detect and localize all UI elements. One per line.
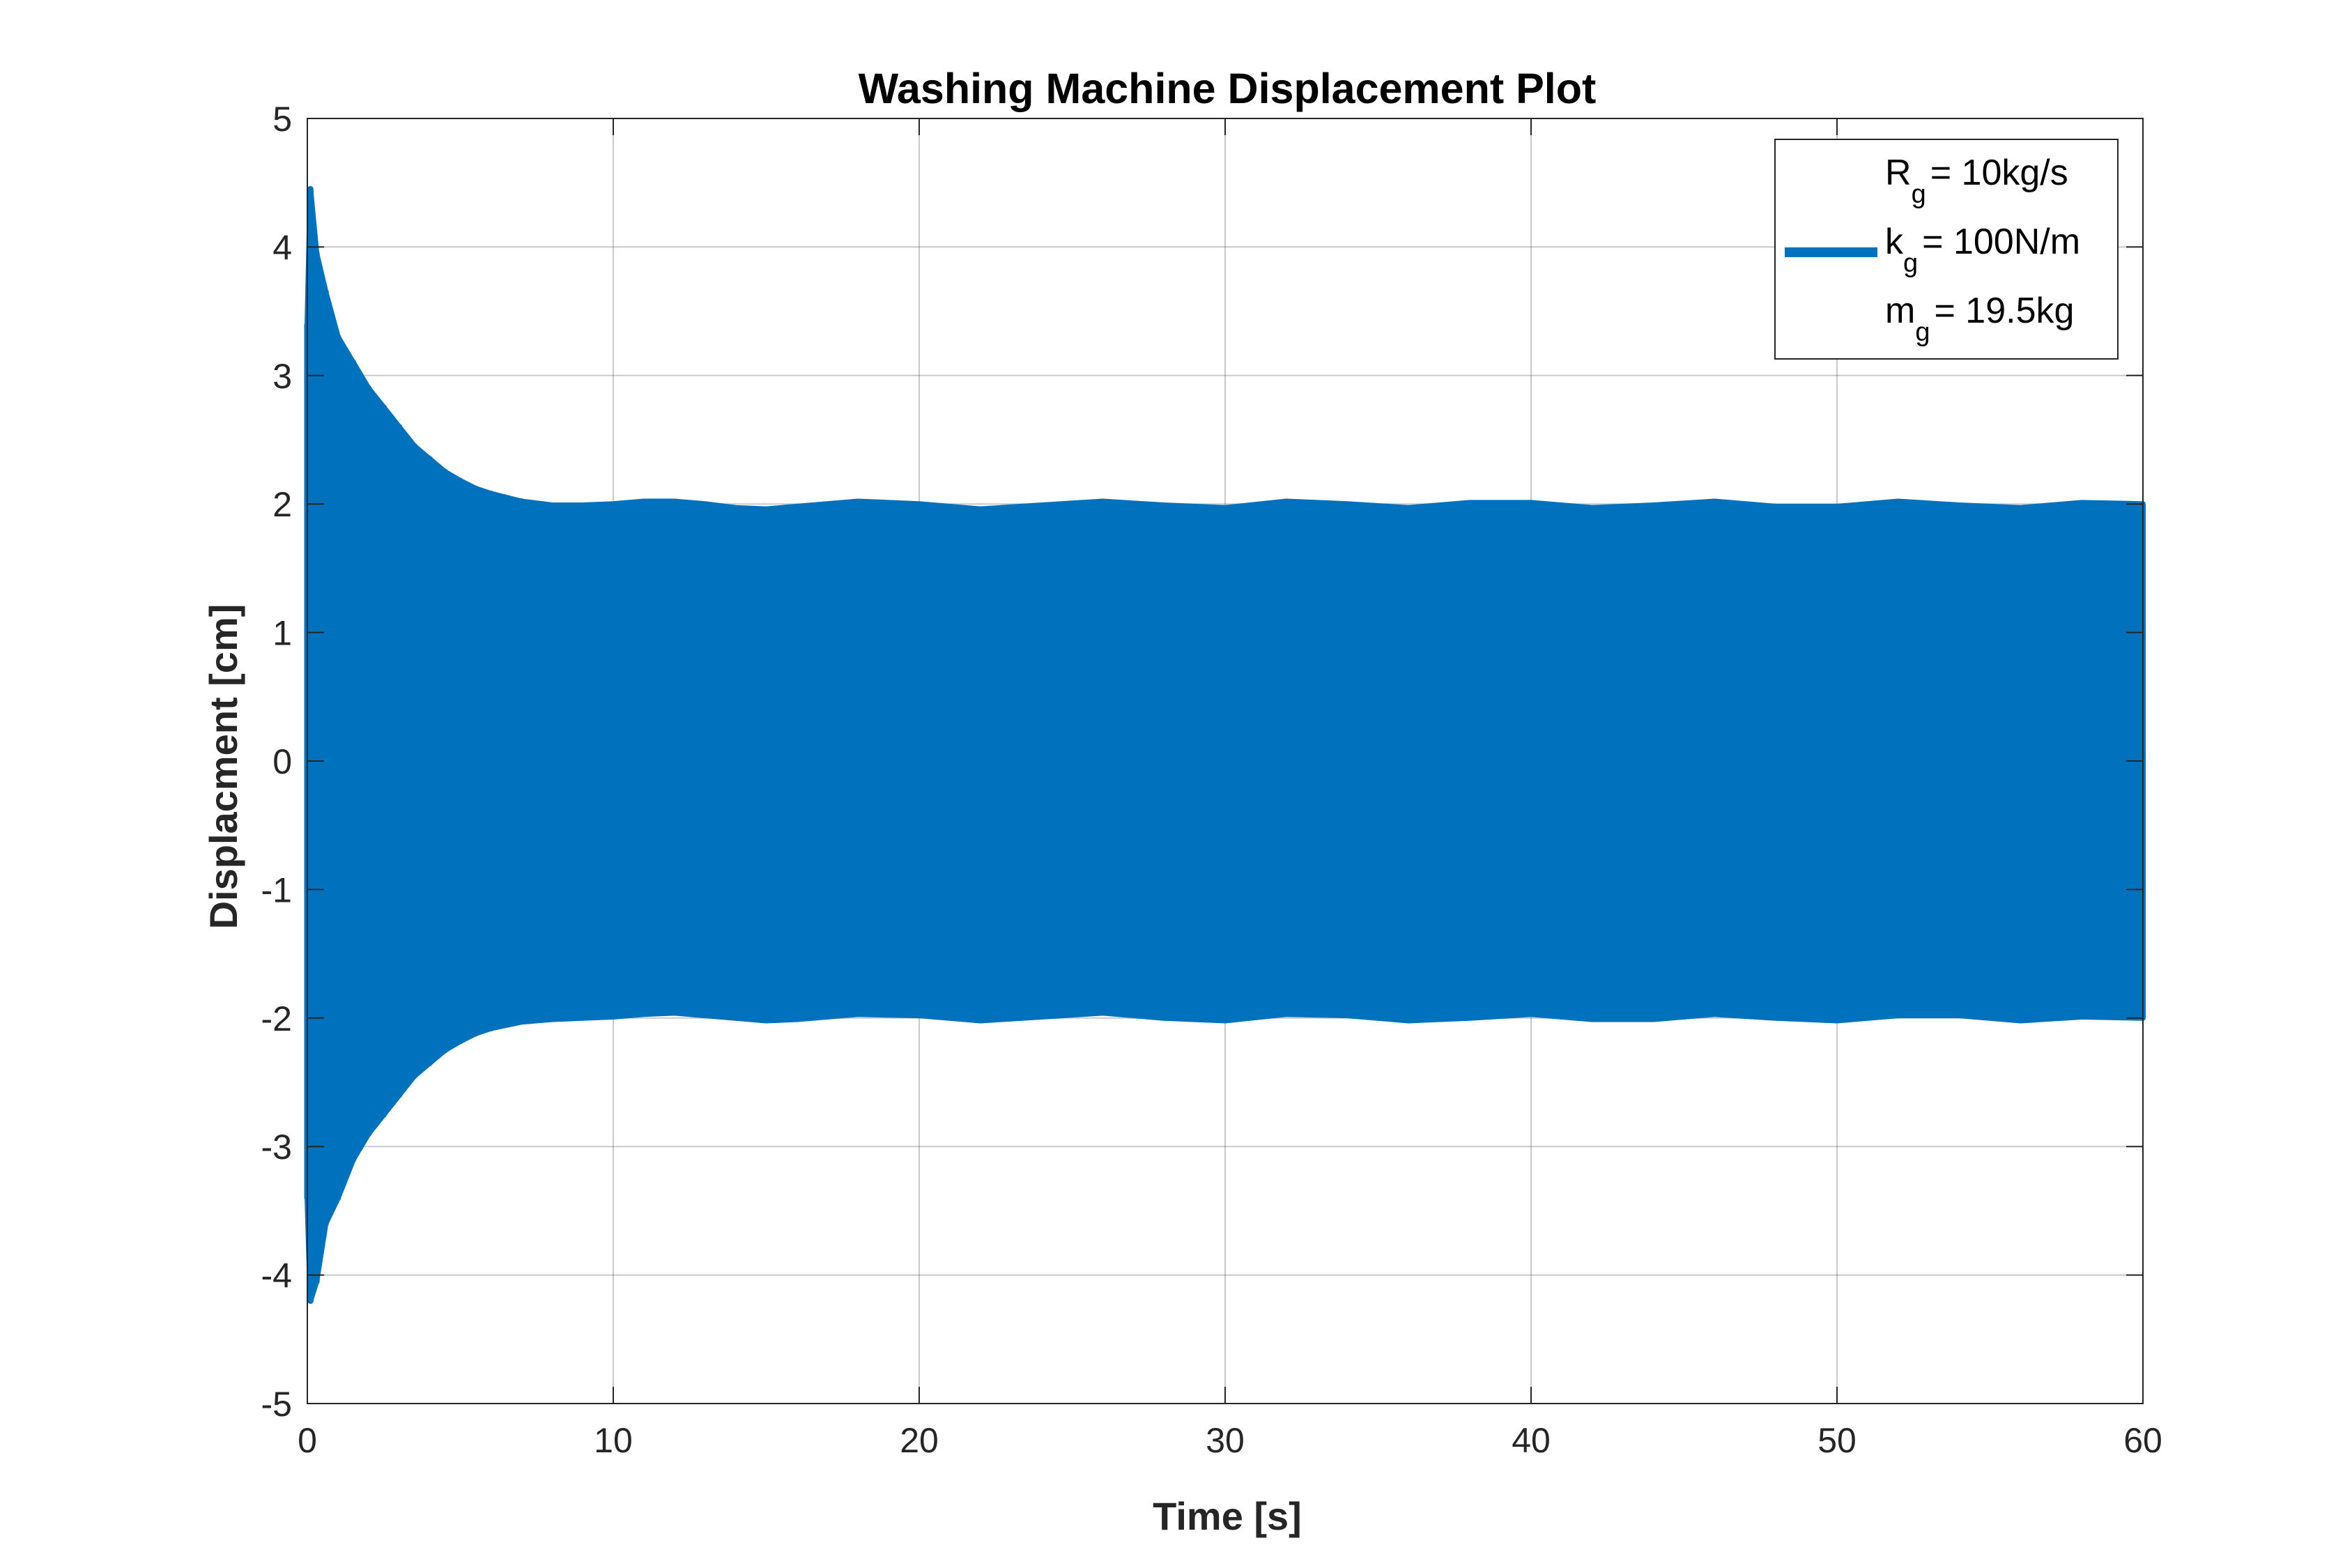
legend-subscript: g	[1915, 318, 1930, 347]
legend-entry-mg: mg= 19.5kg	[1776, 287, 2117, 357]
x-tick-label: 40	[1512, 1421, 1551, 1460]
x-tick-label: 20	[900, 1421, 939, 1460]
x-tick-label: 10	[594, 1421, 633, 1460]
legend-swatch	[1785, 247, 1877, 257]
legend-subscript: g	[1911, 180, 1926, 209]
x-tick-label: 50	[1817, 1421, 1857, 1460]
tick-marks	[307, 118, 2144, 1404]
y-tick-label: 4	[272, 228, 292, 267]
y-tick-label: 2	[272, 485, 292, 524]
legend-symbol: m	[1885, 291, 1916, 331]
legend-text: = 100N/m	[1922, 222, 2081, 262]
legend-entry-kg: kg= 100N/m	[1776, 218, 2117, 288]
legend-label: mg= 19.5kg	[1885, 291, 2075, 346]
y-tick-label: 1	[272, 614, 292, 653]
y-tick-label: -4	[261, 1256, 292, 1296]
legend-label: Rg= 10kg/s	[1885, 153, 2068, 208]
y-tick-label: 3	[272, 357, 292, 396]
x-axis-label: Time [s]	[1153, 1494, 1302, 1538]
x-tick-labels: 0 10 20 30 40 50 60	[298, 1421, 2162, 1460]
y-tick-label: -2	[261, 999, 292, 1038]
y-tick-label: -3	[261, 1128, 292, 1167]
legend-label: kg= 100N/m	[1885, 222, 2081, 277]
y-tick-label: 0	[272, 742, 292, 781]
legend-text: = 19.5kg	[1934, 291, 2075, 331]
legend-text: = 10kg/s	[1930, 153, 2068, 193]
legend-subscript: g	[1903, 249, 1919, 278]
y-tick-label: -5	[261, 1385, 292, 1424]
y-tick-label: -1	[261, 870, 292, 909]
legend-entry-rg: Rg= 10kg/s	[1776, 149, 2117, 219]
legend-symbol: R	[1885, 153, 1912, 193]
y-tick-label: 5	[272, 100, 292, 139]
series-line	[304, 185, 525, 1304]
x-tick-label: 60	[2123, 1421, 2162, 1460]
legend-symbol: k	[1885, 222, 1903, 262]
y-axis-label: Displacment [cm]	[201, 604, 245, 930]
y-tick-labels: -5 -4 -3 -2 -1 0 1 2 3 4 5	[261, 100, 292, 1424]
chart-title: Washing Machine Displacement Plot	[859, 65, 1597, 112]
legend: Rg= 10kg/s kg= 100N/m mg= 19.5kg	[1774, 139, 2119, 360]
x-tick-label: 30	[1206, 1421, 1245, 1460]
x-tick-label: 0	[298, 1421, 317, 1460]
